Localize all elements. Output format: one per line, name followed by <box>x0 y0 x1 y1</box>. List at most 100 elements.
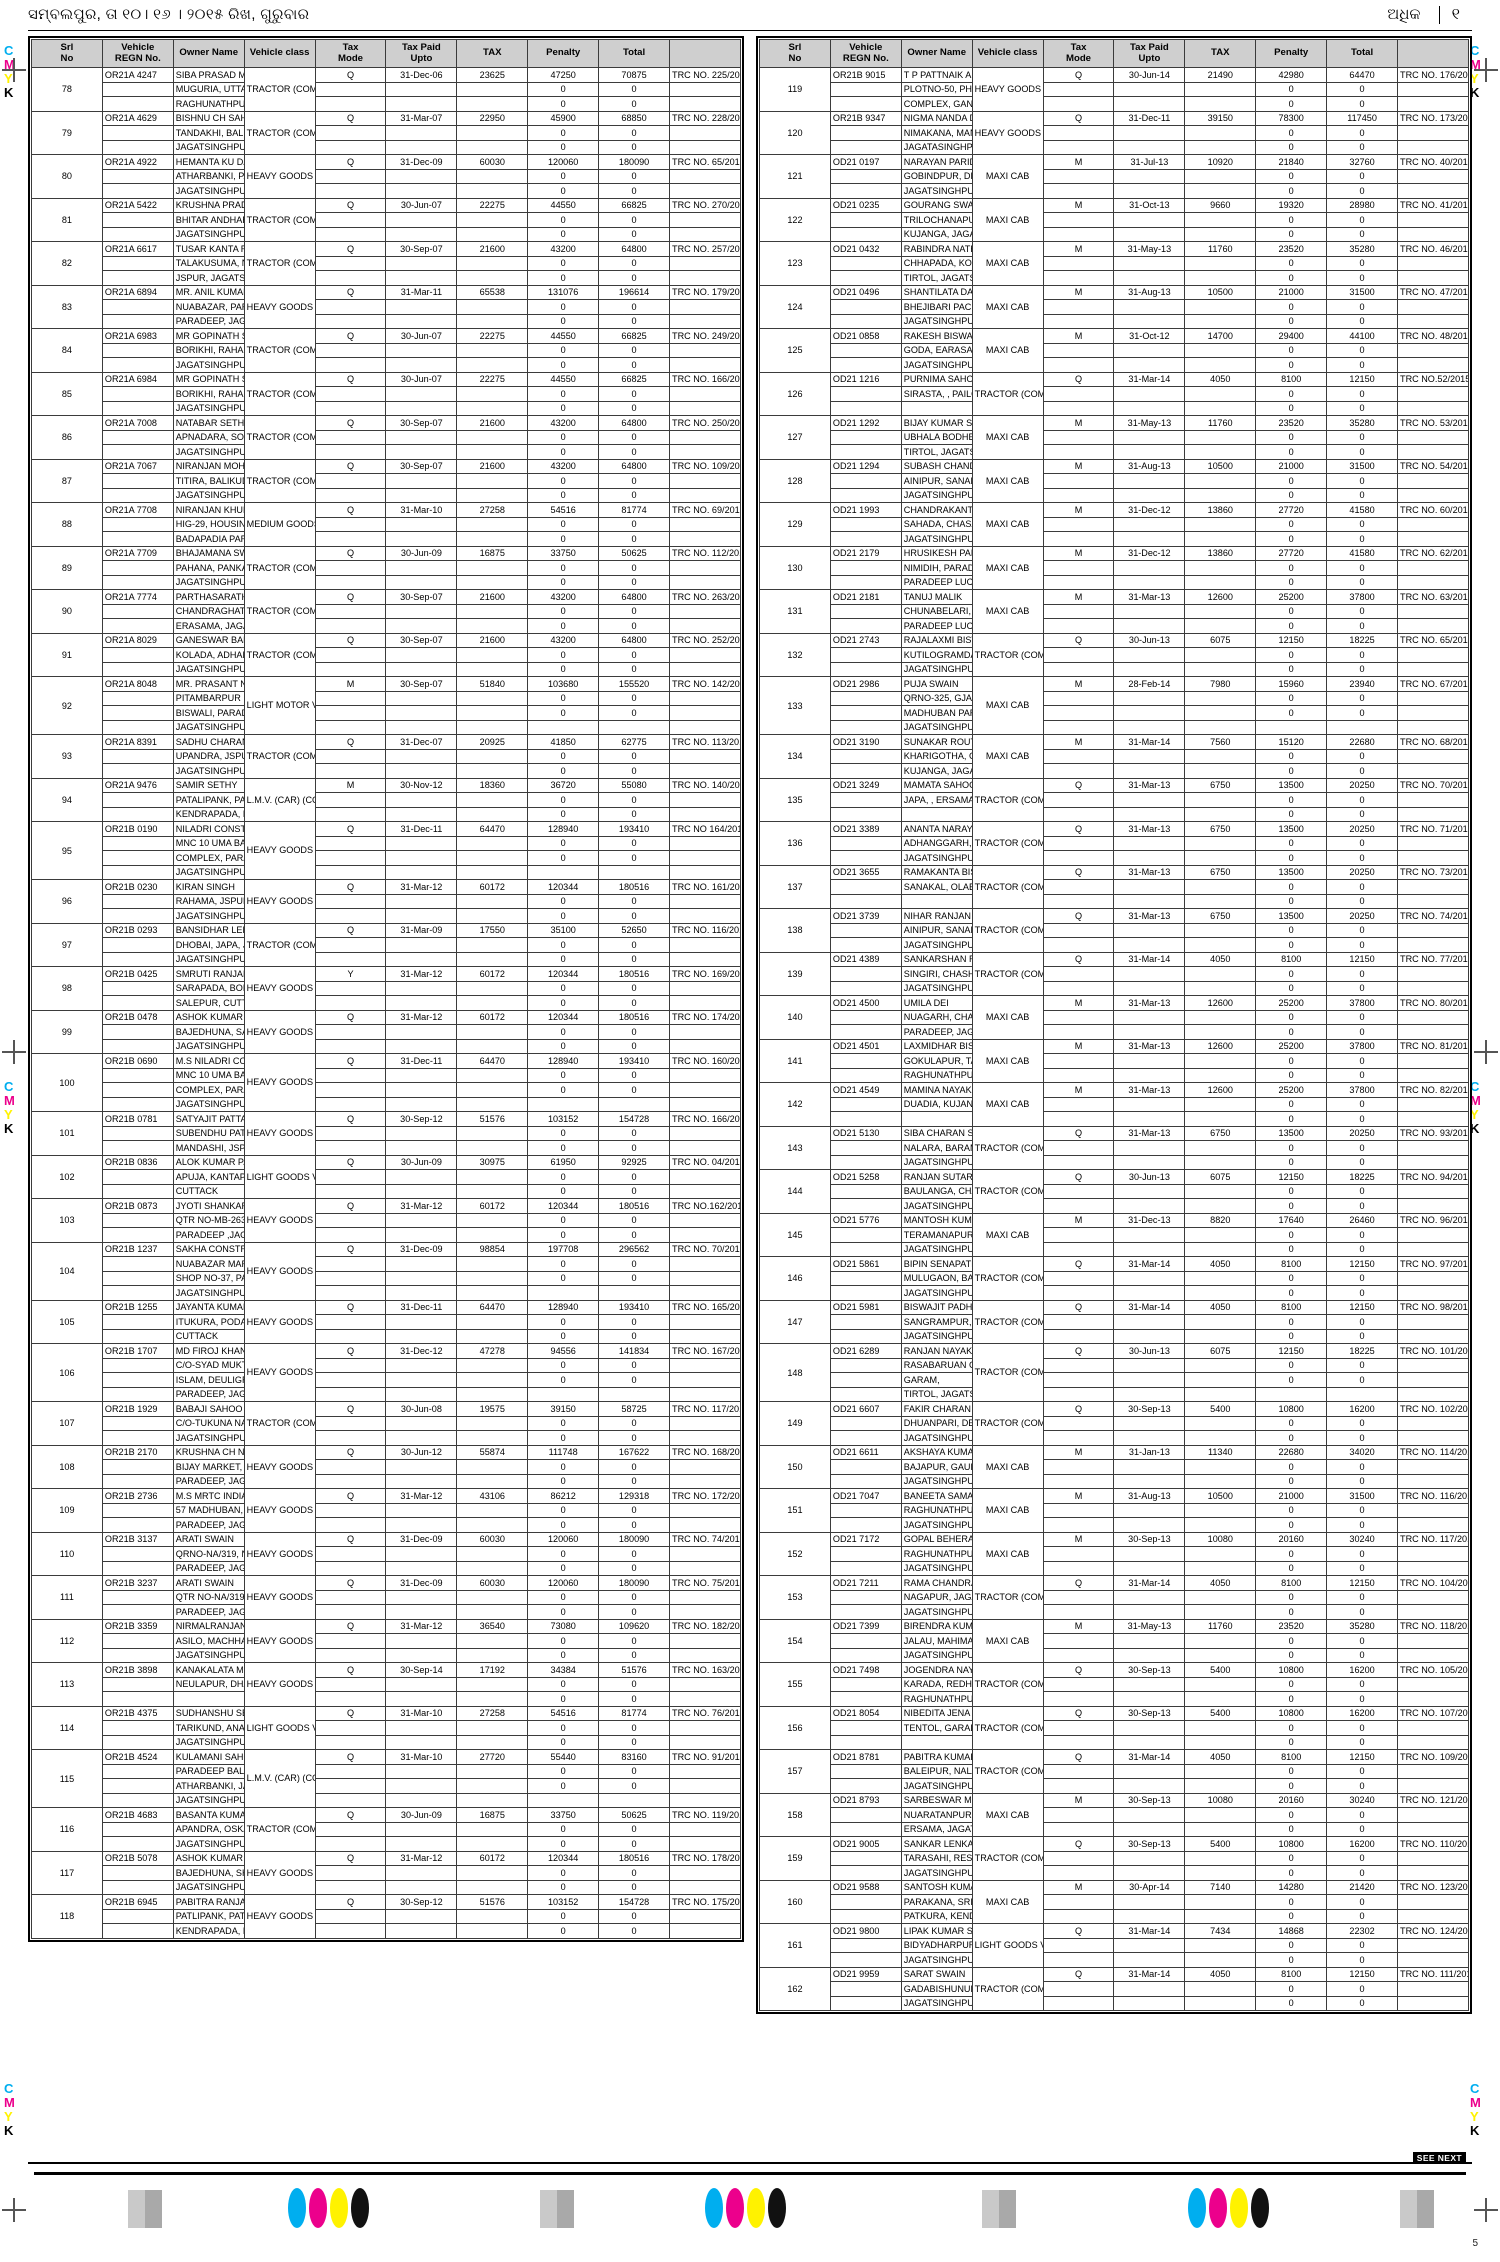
cell-tax-paid-upto: 31-Mar-14 <box>1113 371 1186 387</box>
cell-tax-mode-blank <box>1042 531 1115 547</box>
cell-penalty-zero: 0 <box>1255 255 1328 271</box>
cell-vehicle-class: L.M.V. (CAR) (CC) <box>243 1749 316 1808</box>
cell-srl-no: 123 <box>759 241 831 286</box>
cell-total-zero: 0 <box>598 995 671 1011</box>
cell-trc-no-blank <box>1397 1067 1469 1083</box>
cell-trc-no-blank <box>669 429 741 445</box>
cell-srl-no: 136 <box>759 821 831 866</box>
cell-penalty-zero: 0 <box>527 1024 600 1040</box>
cell-trc-no-blank <box>1397 1009 1469 1025</box>
cell-tax-paid-upto-blank <box>1113 690 1186 706</box>
cell-penalty: 128940 <box>527 821 600 837</box>
cell-vehicle-regn-no-blank <box>829 1952 902 1968</box>
cell-penalty-zero: 0 <box>527 1879 600 1895</box>
cell-vehicle-regn-no-blank <box>829 1183 902 1199</box>
cmyk-dot-group <box>1188 2188 1274 2228</box>
cell-trc-no: TRC NO.52/2015 <box>1397 371 1469 387</box>
cell-vehicle-regn-no-blank <box>829 1241 902 1257</box>
cell-vehicle-regn-no-blank <box>101 400 174 416</box>
cell-trc-no: TRC NO. 109/2015 <box>1397 1749 1469 1765</box>
cell-vehicle-regn-no: OD21 7399 <box>829 1618 902 1634</box>
cell-trc-no-blank <box>669 1357 741 1373</box>
cell-total-zero: 0 <box>598 1140 671 1156</box>
cell-trc-no-blank <box>1397 1937 1469 1953</box>
cell-total: 37800 <box>1326 589 1399 605</box>
cell-owner-address: JAGATSINGHPUR <box>900 1241 973 1257</box>
cell-total: 18225 <box>1326 1343 1399 1359</box>
cell-tax-paid-upto: 30-Sep-07 <box>385 632 458 648</box>
cell-penalty-zero: 0 <box>527 705 600 721</box>
cell-total-zero: 0 <box>1326 270 1399 286</box>
gazette-dateline: ସମ୍ବଲପୁର, ତା ୧୦। ୧୬ । ୨୦୧୫ ରିଖ, ଗୁରୁବାର <box>28 6 310 23</box>
cell-trc-no-blank <box>669 139 741 155</box>
cell-penalty-zero: 0 <box>1255 1734 1328 1750</box>
cell-trc-no-blank <box>669 1256 741 1272</box>
cell-owner-address: ATHARBANKI, PARADEEP, JSPUR, <box>172 168 245 184</box>
cell-tax-paid-upto-blank <box>1113 444 1186 460</box>
cell-srl-no: 161 <box>759 1923 831 1968</box>
cell-tax-mode-blank <box>314 1691 387 1707</box>
cell-owner-name: NIHAR RANJAN OJHA <box>900 908 973 924</box>
cell-penalty-zero: 0 <box>1255 1850 1328 1866</box>
cell-tax-mode: M <box>1042 197 1115 213</box>
table-row-continuation: QRNO-NA/319, NUABAZAR,00 <box>32 1546 741 1562</box>
cell-tax-mode: Q <box>1042 1343 1115 1359</box>
cell-vehicle-regn-no: OD21 1292 <box>829 415 902 431</box>
cell-total-zero: 0 <box>1326 1633 1399 1649</box>
cell-tax-mode-blank <box>314 1923 387 1939</box>
cell-tax-mode-blank <box>1042 1053 1115 1069</box>
cell-owner-address: JAGATSINGHPUR <box>900 487 973 503</box>
cell-tax-paid-upto-blank <box>1113 125 1186 141</box>
cell-tax-blank <box>456 1227 529 1243</box>
cell-tax-blank <box>1184 719 1257 735</box>
cell-trc-no-blank <box>1397 1647 1469 1663</box>
cell-total-zero: 0 <box>1326 879 1399 895</box>
cell-total-zero: 0 <box>598 705 671 721</box>
cell-tax-paid-upto-blank <box>1113 313 1186 329</box>
cell-penalty-zero <box>1255 1386 1328 1402</box>
cell-vehicle-regn-no-blank <box>101 603 174 619</box>
cell-total-zero: 0 <box>598 1082 671 1098</box>
cell-srl-no: 92 <box>31 676 103 735</box>
cell-vehicle-class: HEAVY GOODS VEHICLE <box>243 1488 316 1533</box>
cell-vehicle-regn-no: OR21B 4524 <box>101 1749 174 1765</box>
cell-tax-mode-blank <box>314 1357 387 1373</box>
cell-owner-address: JAGATSINGHPUR <box>900 357 973 373</box>
cell-tax-mode-blank <box>314 1865 387 1881</box>
cell-vehicle-regn-no: OD21 5776 <box>829 1212 902 1228</box>
cell-vehicle-regn-no: OR21B 2170 <box>101 1444 174 1460</box>
cell-tax-paid-upto-blank <box>1113 1647 1186 1663</box>
cell-tax-blank <box>1184 980 1257 996</box>
cell-tax-paid-upto-blank <box>385 1430 458 1446</box>
cell-trc-no-blank <box>1397 1372 1469 1388</box>
table-row-continuation: JAGATSINGHPUR, JAGATSINGHPUR00 <box>760 1285 1469 1301</box>
table-row-continuation: JAGATSINGHPUR00 <box>760 1154 1469 1170</box>
cell-trc-no: TRC NO. 225/2009 <box>669 67 741 83</box>
cell-vehicle-regn-no-blank <box>101 951 174 967</box>
cell-trc-no-blank <box>669 908 741 924</box>
cell-tax-blank <box>456 1821 529 1837</box>
cell-owner-address: GADABISHUNUPUR, ERSAMA, <box>900 1981 973 1997</box>
cell-penalty-zero: 0 <box>527 908 600 924</box>
cell-tax-mode-blank <box>1042 1502 1115 1518</box>
table-row-continuation: CUTTACK 0 0 <box>32 1183 741 1199</box>
cell-owner-address: JAGATSINGHPUR <box>172 574 245 590</box>
cell-vehicle-regn-no: OR21A 6984 <box>101 371 174 387</box>
cell-total: 26460 <box>1326 1212 1399 1228</box>
cell-total: 129318 <box>598 1488 671 1504</box>
cell-tax-paid-upto-blank <box>385 995 458 1011</box>
cell-total: 20250 <box>1326 777 1399 793</box>
table-row-continuation: TERAMANAPUR, RAHAMA, TIRTOL,00 <box>760 1227 1469 1243</box>
cell-tax-mode-blank <box>314 1096 387 1112</box>
cell-owner-address: JAGATSINGHPUR <box>172 661 245 677</box>
cell-trc-no-blank <box>669 864 741 880</box>
cell-owner-name: JYOTI SHANKAR MOHANTY <box>172 1198 245 1214</box>
cell-tax-paid-upto-blank <box>385 1502 458 1518</box>
cell-vehicle-regn-no: OD21 6289 <box>829 1343 902 1359</box>
cell-penalty: 41850 <box>527 734 600 750</box>
cell-tax-mode-blank <box>314 690 387 706</box>
cell-vehicle-regn-no: OR21A 8391 <box>101 734 174 750</box>
cell-total-zero: 0 <box>1326 1227 1399 1243</box>
cell-trc-no: TRC NO. 81/2015 <box>1397 1038 1469 1054</box>
